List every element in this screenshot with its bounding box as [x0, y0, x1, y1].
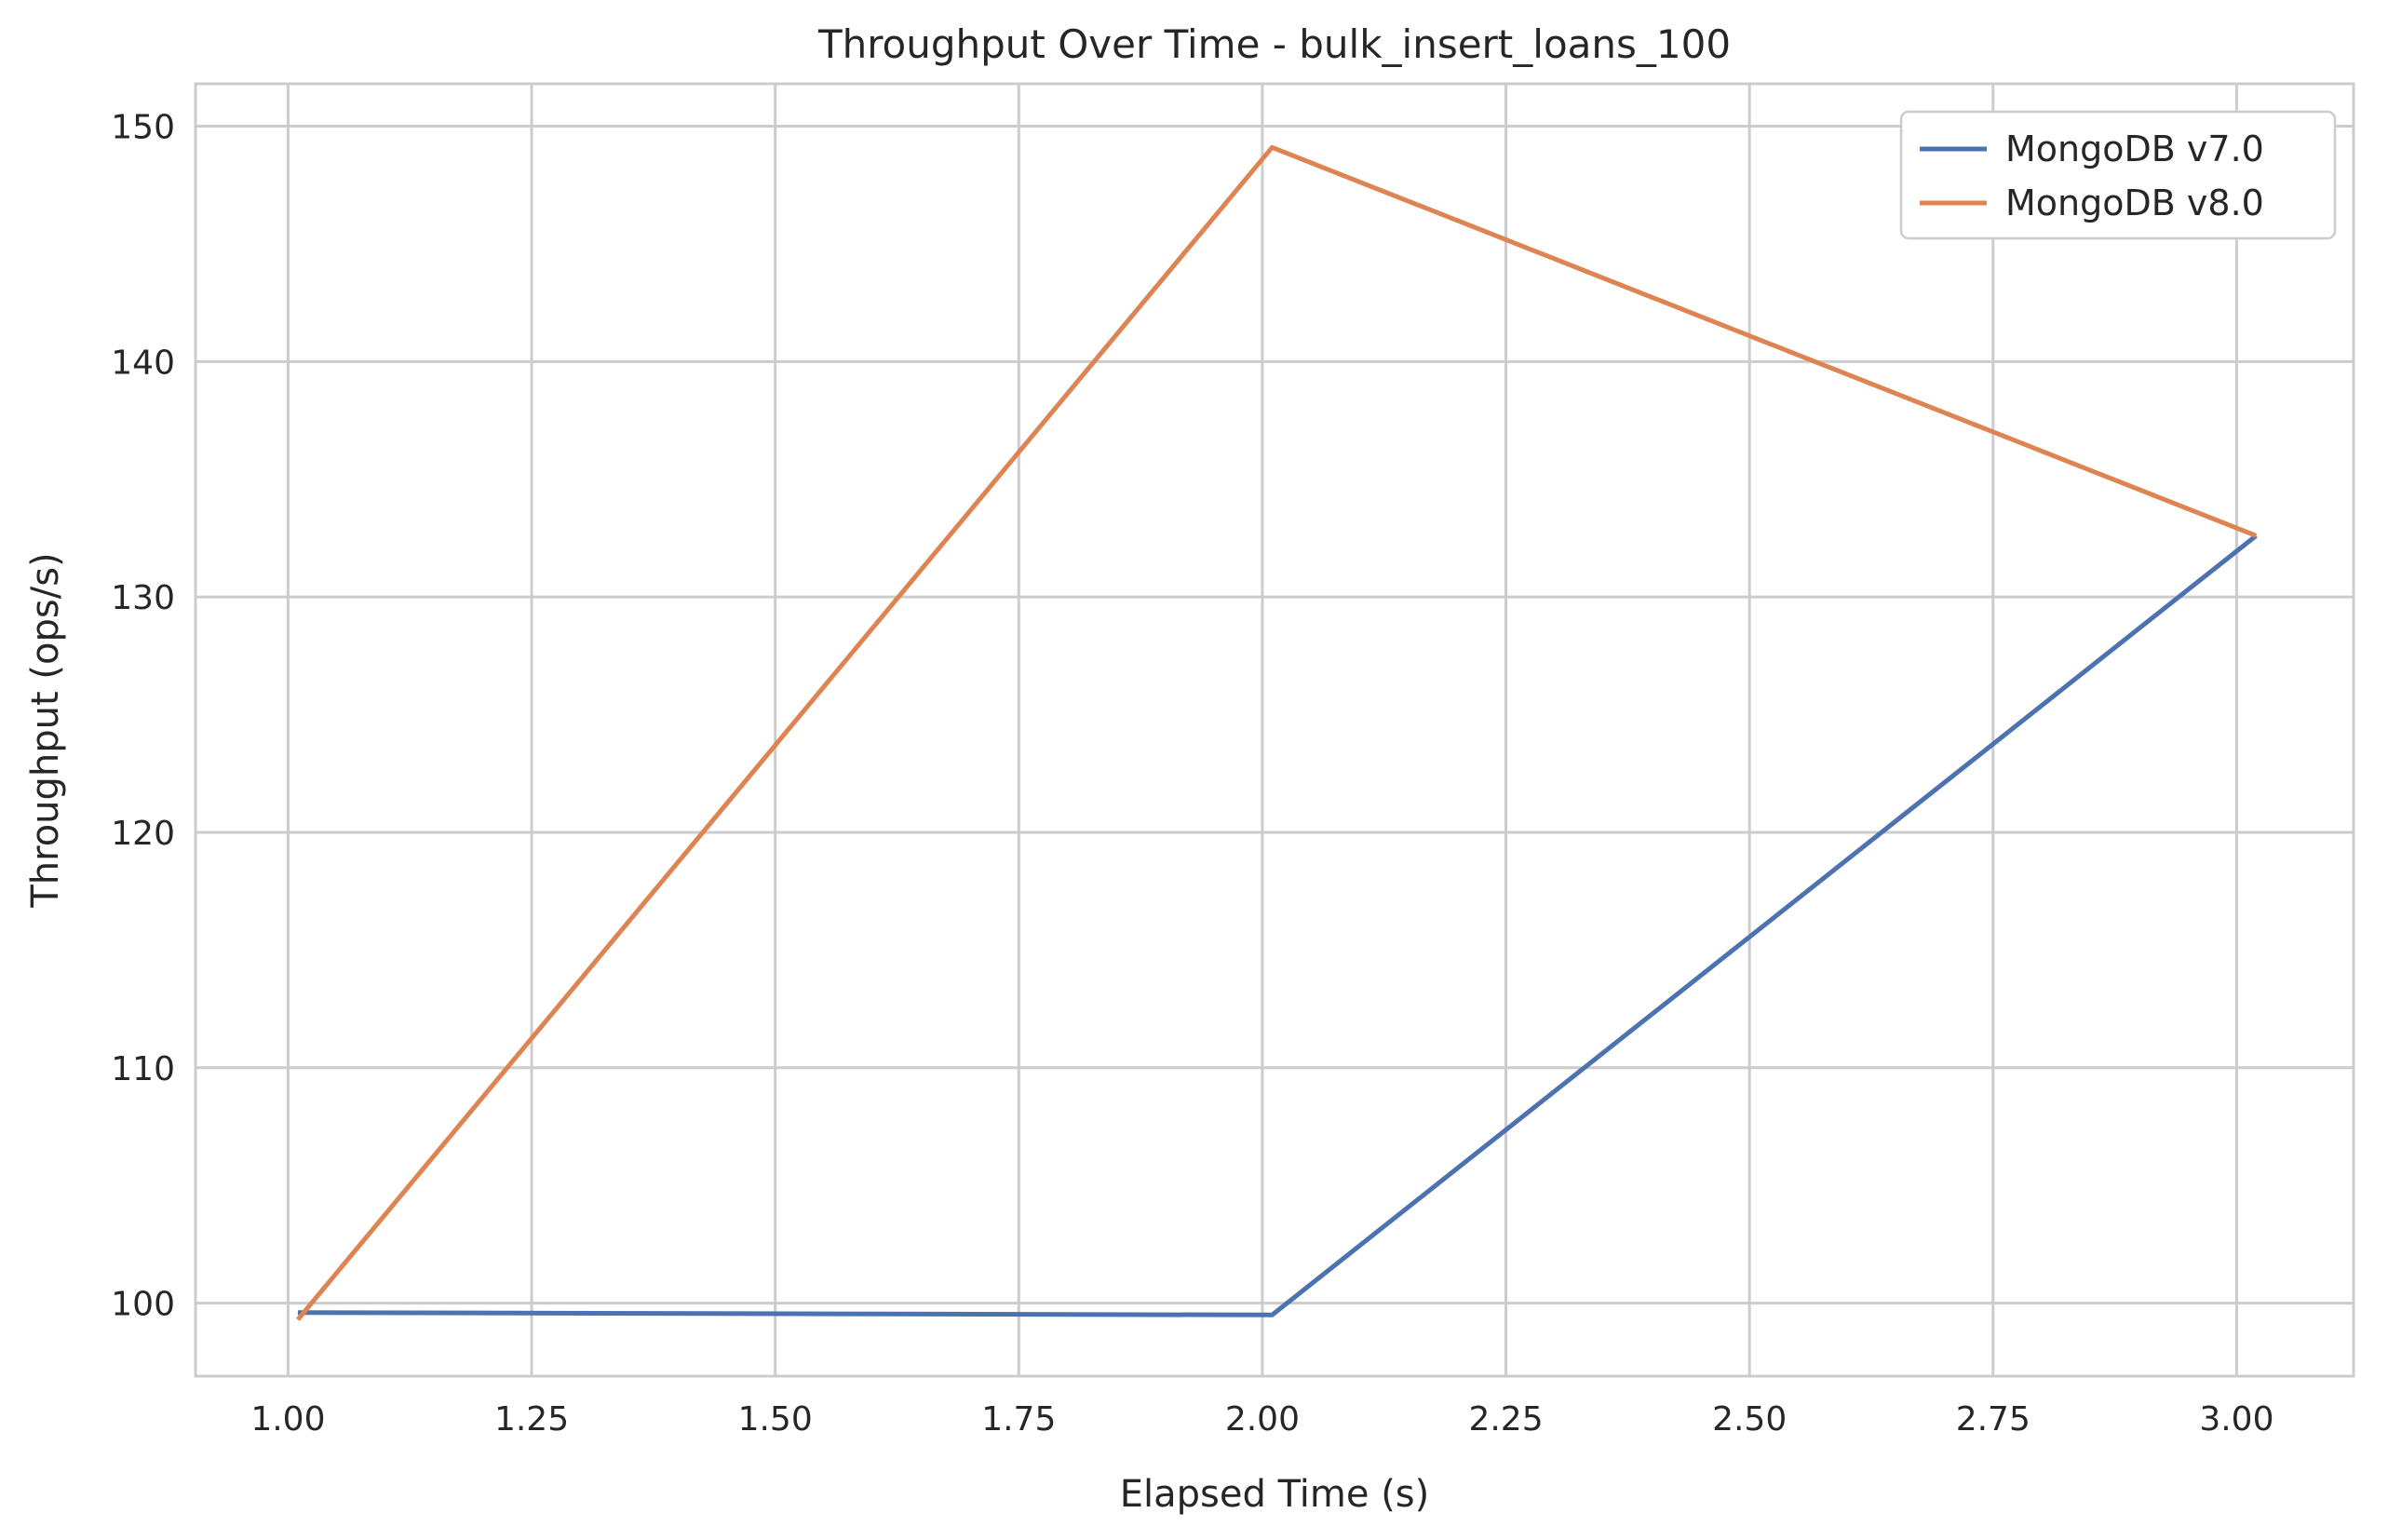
x-tick-label: 3.00 — [2199, 1400, 2273, 1439]
x-tick-label: 1.25 — [494, 1400, 569, 1439]
x-tick-label: 1.50 — [738, 1400, 813, 1439]
x-tick-label: 2.25 — [1468, 1400, 1543, 1439]
x-axis-title: Elapsed Time (s) — [1120, 1473, 1430, 1516]
x-tick-label: 2.00 — [1225, 1400, 1300, 1439]
y-axis-title: Throughput (ops/s) — [24, 552, 67, 908]
y-tick-label: 100 — [111, 1286, 175, 1324]
x-tick-label: 2.50 — [1712, 1400, 1787, 1439]
x-tick-label: 1.00 — [250, 1400, 325, 1439]
legend-label: MongoDB v7.0 — [2005, 128, 2264, 169]
plot-frame — [194, 82, 2355, 1378]
tick-label-layer: 1.00 1.25 1.50 1.75 2.00 2.25 2.50 2.75 3.00 100 1… — [111, 109, 2273, 1439]
y-tick-label: 120 — [111, 815, 175, 853]
grid-layer — [196, 84, 2354, 1376]
y-tick-label: 130 — [111, 579, 175, 617]
y-tick-label: 140 — [111, 344, 175, 382]
x-tick-label: 1.75 — [981, 1400, 1056, 1439]
chart-title: Throughput Over Time - bulk_insert_loans… — [817, 21, 1731, 67]
y-tick-label: 150 — [111, 109, 175, 147]
series-line-2 — [295, 144, 2258, 1321]
series-line-1 — [297, 534, 2258, 1317]
y-tick-label: 110 — [111, 1050, 175, 1088]
legend-box — [1899, 110, 2337, 240]
x-tick-label: 2.75 — [1956, 1400, 2030, 1439]
legend: MongoDB v7.0 MongoDB v8.0 — [1899, 110, 2337, 240]
legend-label: MongoDB v8.0 — [2005, 182, 2264, 223]
series-layer — [295, 144, 2258, 1321]
